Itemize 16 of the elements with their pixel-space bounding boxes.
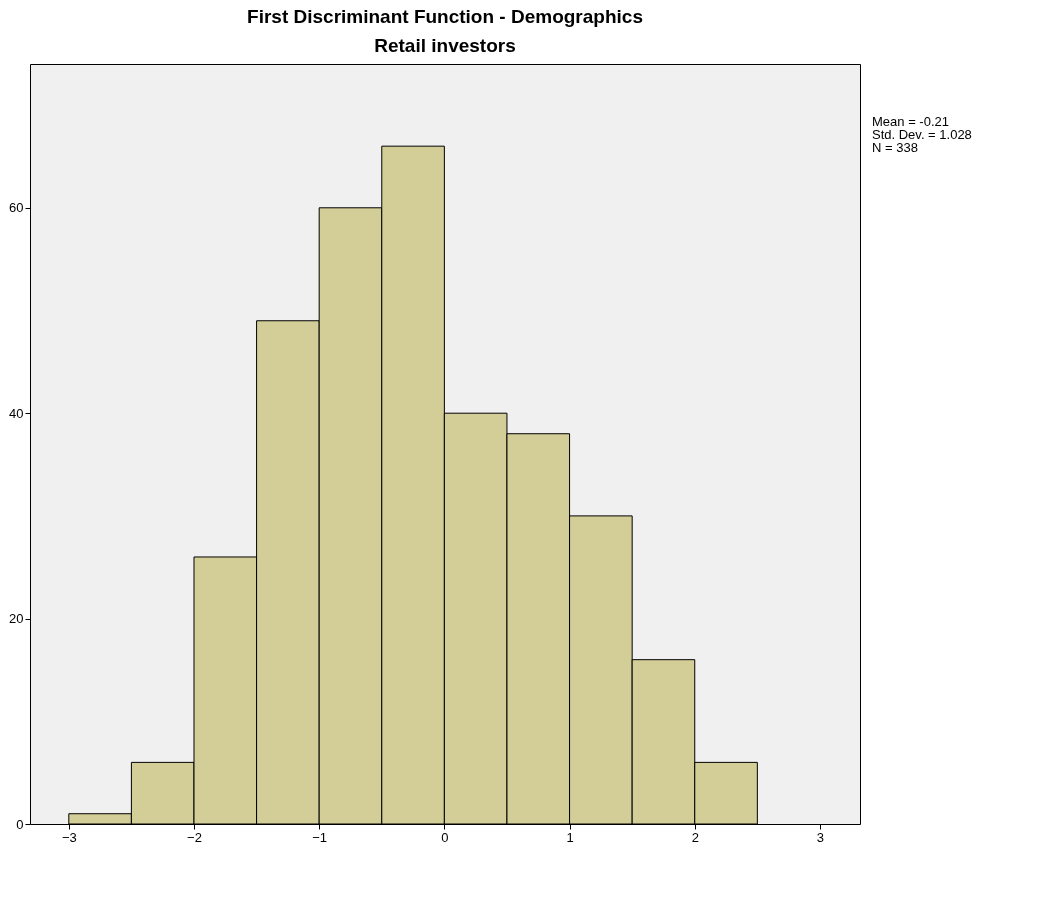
x-tick-label: −1: [312, 829, 328, 845]
x-tick-label: −3: [61, 829, 77, 845]
text: Mean = -0.21: [872, 113, 949, 129]
y-tick-label: 0: [16, 816, 24, 832]
text: N = 338: [872, 139, 918, 155]
x-tick-label: 0: [441, 829, 449, 845]
y-tick-label: 60: [9, 200, 24, 216]
chart-title: First Discriminant Function - Demographics: [247, 6, 643, 27]
chart-subtitle: Retail investors: [374, 35, 516, 56]
x-tick-label: 2: [691, 829, 699, 845]
x-tick-label: 3: [816, 829, 825, 845]
text: Std. Dev. = 1.028: [872, 126, 972, 142]
y-tick-label: 40: [9, 405, 24, 421]
y-tick-label: 20: [9, 611, 24, 627]
x-tick-label: 1: [566, 829, 574, 845]
x-tick-label: −2: [187, 829, 202, 845]
